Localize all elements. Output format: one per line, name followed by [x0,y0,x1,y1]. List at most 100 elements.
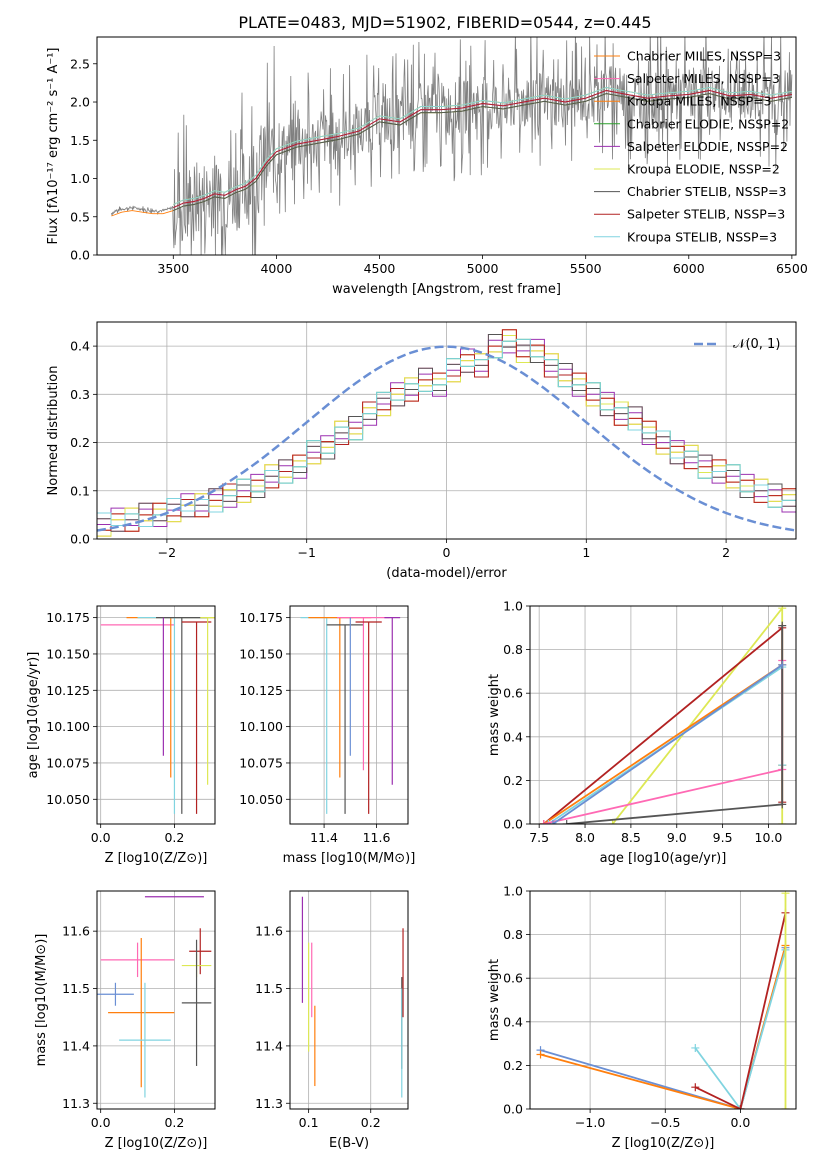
y-axis-label: mass weight [487,674,502,756]
y-tick-label: 0.2 [503,773,523,788]
weight-line [611,606,784,824]
panel-mass-vs-Z: 0.0 0.2 11.3 11.4 11.5 11.6 Z [log10(Z/Z⊙)] mas… [34,890,216,1151]
legend-label: 𝒩(0, 1) [733,337,780,352]
x-axis-label: (data-model)/error [386,566,507,581]
y-tick-label: 1.0 [70,171,90,186]
weight-marker [781,891,790,898]
panel-age-vs-mass: 11.4 11.6 10.050 10.075 10.100 10.125 10.150 10… [239,605,416,866]
weight-line [694,949,787,1109]
x-axis-label: wavelength [Angstrom, rest frame] [332,282,561,297]
weight-marker [781,1105,790,1109]
y-tick-label: 0.6 [503,971,523,986]
legend-label: Kroupa STELIB, NSSP=3 [627,229,777,244]
weight-marker [562,820,571,824]
weight-marker [544,820,553,824]
x-tick-label: 9.5 [713,830,733,845]
y-tick-label: 0.0 [503,817,523,832]
x-tick-label: 6500 [776,261,808,276]
plot-area [300,617,401,814]
weight-line [552,664,783,824]
y-tick-label: 10.075 [239,755,283,770]
plot-area [111,37,793,255]
x-axis-label: Z [log10(Z/Z⊙)] [105,1136,208,1151]
weight-marker [736,1105,745,1109]
y-tick-label: 11.4 [62,1038,90,1053]
y-tick-label: 1.0 [503,599,523,614]
y-tick-label: 0.0 [70,532,90,547]
y-tick-label: 0.2 [70,435,90,450]
model-spectrum-line [173,90,792,209]
legend-label: Salpeter STELIB, NSSP=3 [627,207,785,222]
y-tick-label: 0.0 [70,248,90,263]
weight-marker [778,660,787,669]
weight-marker [691,1043,700,1052]
y-tick-label: 0.4 [70,339,90,354]
y-tick-label: 10.050 [239,792,283,807]
panel-frame [96,36,797,256]
x-tick-label: 2 [722,545,730,560]
y-tick-label: 0.0 [503,1102,523,1117]
plot-area [539,606,787,824]
x-tick-label: 0.2 [361,1115,381,1130]
weight-line [694,912,787,1109]
panel-residuals: −2 −1 0 1 2 0.0 0.1 0.2 0.3 0.4 (data-model)/error… [46,321,797,581]
y-tick-label: 10.175 [239,610,283,625]
y-tick-label: 10.125 [239,683,283,698]
y-tick-label: 0.3 [70,387,90,402]
weight-marker [778,606,787,613]
y-tick-label: 0.4 [503,1014,523,1029]
x-tick-label: −0.5 [650,1115,680,1130]
panel-frame [529,605,797,825]
y-tick-label: 11.4 [255,1038,283,1053]
x-axis-label: E(B-V) [329,1136,369,1151]
weight-marker [548,820,557,824]
weight-marker [778,800,787,809]
y-tick-label: 0.8 [503,642,523,657]
panel-weight-vs-Z: −1.0 −0.5 0.0 0.0 0.2 0.4 0.6 0.8 1.0 Z [log10(Z/… [487,884,797,1151]
x-tick-label: 7.5 [529,830,549,845]
y-tick-label: 10.100 [46,719,90,734]
y-tick-label: 10.075 [46,755,90,770]
x-tick-label: 11.4 [310,830,338,845]
x-axis-label: Z [log10(Z/Z⊙)] [612,1136,715,1151]
figure-title: PLATE=0483, MJD=51902, FIBERID=0544, z=0… [238,13,651,32]
x-tick-label: 4000 [260,261,292,276]
x-tick-label: 0.1 [299,1115,319,1130]
y-tick-label: 11.5 [62,981,90,996]
y-axis-label: mass [log10(M/M⊙)] [34,934,49,1067]
weight-marker [778,820,787,824]
x-tick-label: 5500 [570,261,602,276]
panel-mass-vs-EBV: 0.1 0.2 11.3 11.4 11.5 11.6 E(B-V) [255,890,409,1151]
y-tick-label: 1.5 [70,133,90,148]
x-tick-label: 0.0 [91,1115,111,1130]
y-tick-label: 10.125 [46,683,90,698]
y-tick-label: 10.175 [46,610,90,625]
y-axis-label: Flux [fλ10⁻¹⁷ erg cm⁻² s⁻¹ A⁻¹] [46,48,61,245]
panel-spectrum: 3500 4000 4500 5000 5500 6000 6500 0.0 0.5 1.0 1.5… [46,36,808,297]
weight-marker [608,820,617,824]
legend-label: Chabrier ELODIE, NSSP=2 [627,116,789,131]
y-tick-label: 11.3 [62,1096,90,1111]
x-axis-label: mass [log10(M/M⊙)] [283,851,416,866]
x-tick-label: 5000 [467,261,499,276]
weight-marker [536,1050,545,1059]
x-tick-label: 1 [582,545,590,560]
panel-frame [96,321,797,540]
y-tick-label: 11.3 [255,1096,283,1111]
x-tick-label: 0.2 [164,830,184,845]
panel-frame [289,605,409,825]
x-tick-label: 0.0 [730,1115,750,1130]
y-tick-label: 0.8 [503,927,523,942]
legend-label: Kroupa ELODIE, NSSP=2 [627,162,780,177]
x-axis-label: Z [log10(Z/Z⊙)] [105,851,208,866]
panel-age-vs-Z: 0.0 0.2 10.050 10.075 10.100 10.125 10.150 10.1… [26,605,216,866]
legend-label: Kroupa MILES, NSSP=3 [627,94,772,109]
plot-area [536,891,790,1109]
x-tick-label: 10.0 [755,830,783,845]
y-tick-label: 11.6 [255,924,283,939]
x-tick-label: 3500 [157,261,189,276]
x-tick-label: 0 [443,545,451,560]
legend-label: Chabrier MILES, NSSP=3 [627,49,781,64]
weight-line [543,625,784,824]
